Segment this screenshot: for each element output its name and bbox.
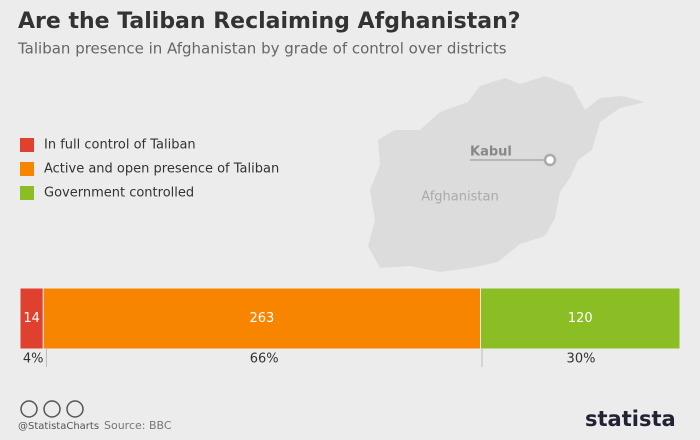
value-label: 120: [568, 311, 593, 326]
cc-icon: [20, 400, 38, 418]
legend-label: In full control of Taliban: [44, 138, 196, 153]
map-label: Afghanistan: [421, 190, 498, 205]
share-label: 30%: [567, 352, 596, 367]
source: Source: BBC: [104, 419, 172, 432]
legend-swatch: [20, 138, 34, 152]
map-shape: [368, 76, 645, 272]
legend-swatch: [20, 162, 34, 176]
by-icon: [43, 400, 61, 418]
chart-subtitle: Taliban presence in Afghanistan by grade…: [17, 40, 507, 58]
value-label: 263: [249, 311, 274, 326]
legend-swatch: [20, 186, 34, 200]
chart-title: Are the Taliban Reclaiming Afghanistan?: [18, 9, 521, 34]
legend-label: Active and open presence of Taliban: [44, 162, 279, 177]
kabul-marker: [543, 153, 557, 167]
brand: statista: [585, 407, 676, 431]
share-label: 66%: [250, 352, 279, 367]
nd-icon: [66, 400, 84, 418]
legend-label: Government controlled: [44, 186, 194, 201]
bar-segment: [480, 287, 681, 350]
value-label: 14: [23, 311, 40, 326]
bar-segment: [42, 287, 482, 350]
share-label: 4%: [23, 352, 44, 367]
footer: @StatistaCharts Source: BBC statista: [18, 400, 676, 432]
map-label: Kabul: [470, 145, 512, 160]
credit: @StatistaCharts: [18, 421, 99, 432]
